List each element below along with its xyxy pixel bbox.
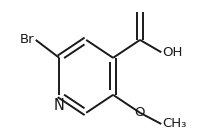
Text: CH₃: CH₃	[162, 117, 187, 130]
Text: Br: Br	[20, 33, 35, 46]
Text: N: N	[54, 98, 65, 113]
Text: OH: OH	[162, 46, 183, 59]
Text: O: O	[135, 106, 145, 119]
